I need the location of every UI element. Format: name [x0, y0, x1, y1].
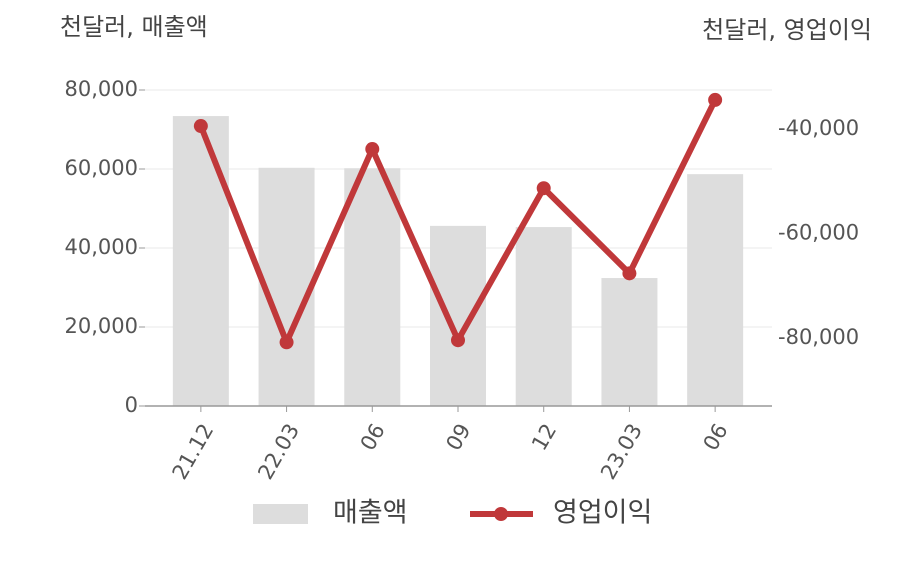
- legend-label: 매출액: [333, 498, 408, 529]
- x-tick-label: 22.03: [253, 420, 304, 484]
- bar: [258, 167, 315, 406]
- bar: [344, 168, 401, 406]
- x-tick-label: 06: [699, 420, 733, 455]
- bar: [687, 174, 744, 406]
- x-tick-label: 21.12: [168, 420, 219, 484]
- x-tick-label: 06: [356, 420, 390, 455]
- y-tick-label: 40,000: [65, 235, 138, 259]
- line-marker: [622, 266, 637, 281]
- x-tick-label: 09: [441, 420, 475, 455]
- legend-swatch: [253, 504, 308, 524]
- bar: [515, 227, 572, 406]
- line-marker: [708, 92, 723, 107]
- line-marker: [451, 333, 465, 348]
- y2-tick-label: -80,000: [778, 325, 859, 349]
- y-tick-label: 80,000: [65, 77, 138, 101]
- bar: [430, 225, 486, 406]
- y2-axis-label: 천달러, 영업이익: [702, 16, 872, 44]
- y-tick-label: 20,000: [65, 314, 138, 338]
- line-marker: [279, 335, 294, 350]
- legend-label: 영업이익: [553, 498, 652, 529]
- x-tick-label: 12: [527, 420, 561, 455]
- y2-tick-label: -60,000: [778, 221, 859, 245]
- y2-tick-label: -40,000: [778, 116, 859, 140]
- line-marker: [193, 119, 208, 134]
- x-tick-label: 23.03: [596, 420, 647, 484]
- line-marker: [365, 142, 380, 157]
- legend-swatch: [494, 507, 508, 521]
- bar: [172, 116, 229, 406]
- bar: [601, 278, 658, 406]
- y-tick-label: 0: [125, 393, 138, 417]
- y-axis-label: 천달러, 매출액: [60, 13, 208, 41]
- y-tick-label: 60,000: [65, 156, 138, 180]
- line-marker: [536, 181, 551, 196]
